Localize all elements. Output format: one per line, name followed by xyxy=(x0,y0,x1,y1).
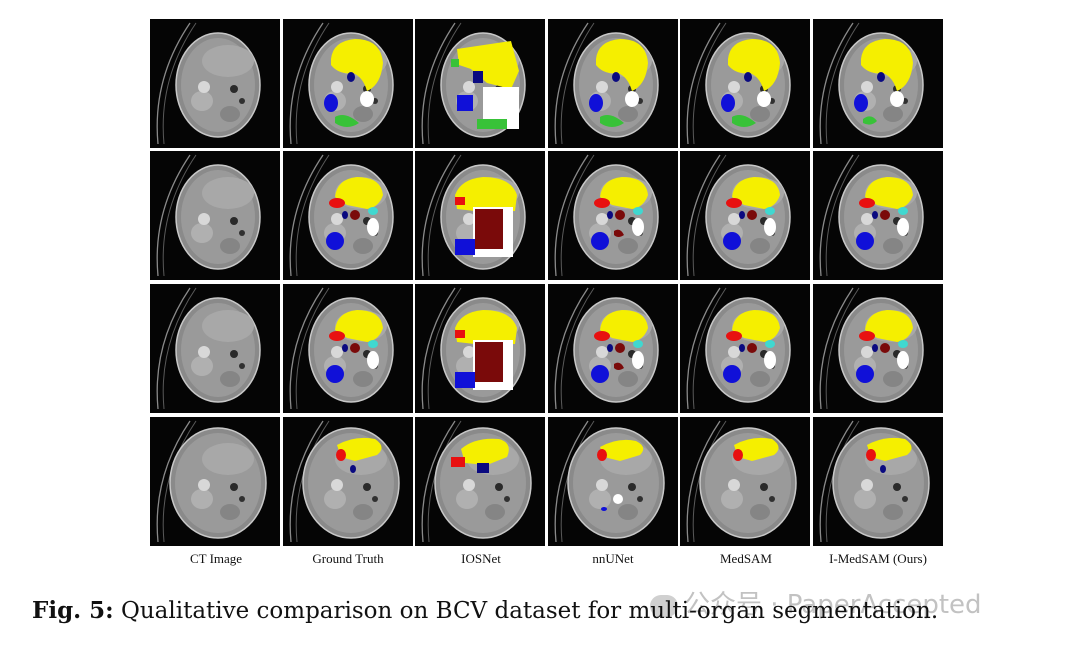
column-label-ground-truth: Ground Truth xyxy=(312,551,384,566)
ct-slice-render xyxy=(554,22,659,145)
ct-slice-render xyxy=(156,22,261,145)
ct-slice-row4-gt xyxy=(283,417,413,546)
ct-slice-row3-ct xyxy=(150,284,280,413)
ct-slice-row3-gt xyxy=(283,284,413,413)
ct-slice-render xyxy=(156,154,261,277)
ct-slice-row3-nnunet xyxy=(548,284,678,413)
ct-slice-render xyxy=(421,287,526,410)
ct-slice-render xyxy=(819,154,924,277)
watermark-text: 公众号 · PaperAccepted xyxy=(684,590,982,620)
figure-caption: Fig. 5: Qualitative comparison on BCV da… xyxy=(32,597,1072,624)
ct-slice-row3-imedsam xyxy=(813,284,943,413)
ct-slice-row2-gt xyxy=(283,151,413,280)
watermark: 公众号 · PaperAccepted xyxy=(650,584,982,621)
ct-slice-render xyxy=(289,287,394,410)
ct-slice-render xyxy=(554,420,665,543)
ct-slice-render xyxy=(686,154,791,277)
wechat-icon xyxy=(650,594,678,617)
ct-slice-row1-imedsam xyxy=(813,19,943,148)
ct-slice-render xyxy=(686,287,791,410)
column-label-i-medsam: I-MedSAM (Ours) xyxy=(829,551,927,566)
ct-slice-render xyxy=(421,22,526,145)
ct-slice-render xyxy=(819,287,924,410)
ct-slice-render xyxy=(289,420,400,543)
column-label-nnunet: nnUNet xyxy=(592,551,634,566)
ct-slice-render xyxy=(819,22,924,145)
ct-slice-row4-iosnet xyxy=(415,417,545,546)
ct-slice-row2-iosnet xyxy=(415,151,545,280)
ct-slice-render xyxy=(819,420,930,543)
ct-slice-row1-gt xyxy=(283,19,413,148)
ct-slice-render xyxy=(421,154,526,277)
ct-slice-row4-nnunet xyxy=(548,417,678,546)
ct-slice-row1-medsam xyxy=(680,19,810,148)
ct-slice-row2-nnunet xyxy=(548,151,678,280)
ct-slice-row1-iosnet xyxy=(415,19,545,148)
ct-slice-render xyxy=(686,420,797,543)
column-label-ct-image: CT Image xyxy=(189,551,243,566)
ct-slice-row1-nnunet xyxy=(548,19,678,148)
ct-slice-row2-imedsam xyxy=(813,151,943,280)
ct-slice-render xyxy=(156,287,261,410)
ct-slice-render xyxy=(156,420,267,543)
ct-slice-row4-medsam xyxy=(680,417,810,546)
ct-slice-row4-imedsam xyxy=(813,417,943,546)
ct-slice-row2-medsam xyxy=(680,151,810,280)
ct-slice-row4-ct xyxy=(150,417,280,546)
ct-slice-row3-medsam xyxy=(680,284,810,413)
ct-slice-render xyxy=(686,22,791,145)
ct-slice-row3-iosnet xyxy=(415,284,545,413)
ct-slice-render xyxy=(554,287,659,410)
caption-text: Qualitative comparison on BCV dataset fo… xyxy=(120,598,939,624)
column-label-medsam: MedSAM xyxy=(719,551,772,566)
ct-slice-render xyxy=(289,22,394,145)
ct-slice-render xyxy=(421,420,532,543)
ct-slice-render xyxy=(554,154,659,277)
caption-figure-number: Fig. 5: xyxy=(32,597,114,624)
figure-grid xyxy=(150,19,944,547)
ct-slice-render xyxy=(289,154,394,277)
ct-slice-row1-ct xyxy=(150,19,280,148)
column-label-iosnet: IOSNet xyxy=(461,551,501,566)
ct-slice-row2-ct xyxy=(150,151,280,280)
